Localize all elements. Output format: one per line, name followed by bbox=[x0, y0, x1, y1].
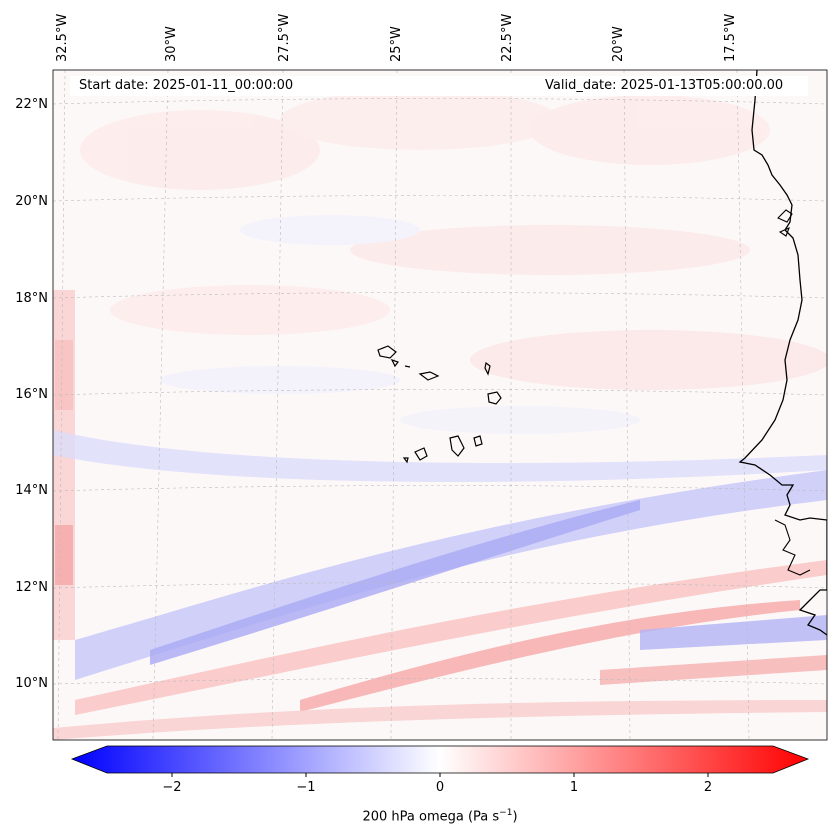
colorbar-label: 200 hPa omega (Pa s−1) bbox=[362, 808, 518, 825]
colorbar-tick: 0 bbox=[435, 780, 445, 795]
lon-label-17.5w: 17.5°W bbox=[723, 13, 738, 62]
colorbar-tick: 2 bbox=[703, 780, 713, 795]
colorbar-tick: 1 bbox=[569, 780, 579, 795]
lat-label-12n: 12°N bbox=[15, 580, 48, 595]
coastline-africa bbox=[738, 70, 827, 636]
lon-label-20w: 20°W bbox=[611, 26, 626, 62]
lat-label-14n: 14°N bbox=[15, 483, 48, 498]
omega-field-upper bbox=[80, 90, 827, 434]
lon-label-32.5w: 32.5°W bbox=[55, 13, 70, 62]
islands-cape-verde bbox=[377, 345, 502, 464]
colorbar-tick: −1 bbox=[296, 780, 316, 795]
header-strip bbox=[70, 76, 808, 96]
gridlines bbox=[53, 70, 827, 740]
lat-label-18n: 18°N bbox=[15, 291, 48, 306]
colorbar-tick: −2 bbox=[162, 780, 182, 795]
lat-label-16n: 16°N bbox=[15, 387, 48, 402]
map-panel bbox=[53, 70, 827, 740]
lon-label-27.5w: 27.5°W bbox=[277, 13, 292, 62]
map-frame bbox=[52, 69, 828, 741]
start-date-text: Start date: 2025-01-11_00:00:00 bbox=[79, 78, 294, 93]
lon-label-22.5w: 22.5°W bbox=[500, 13, 515, 62]
lat-label-22n: 22°N bbox=[15, 97, 48, 112]
lon-label-25w: 25°W bbox=[389, 26, 404, 62]
colorbar bbox=[70, 745, 810, 777]
lon-label-30w: 30°W bbox=[164, 26, 179, 62]
lat-label-20n: 20°N bbox=[15, 194, 48, 209]
valid-date-text: Valid_date: 2025-01-13T05:00:00.00 bbox=[545, 78, 784, 93]
lat-label-10n: 10°N bbox=[15, 676, 48, 691]
